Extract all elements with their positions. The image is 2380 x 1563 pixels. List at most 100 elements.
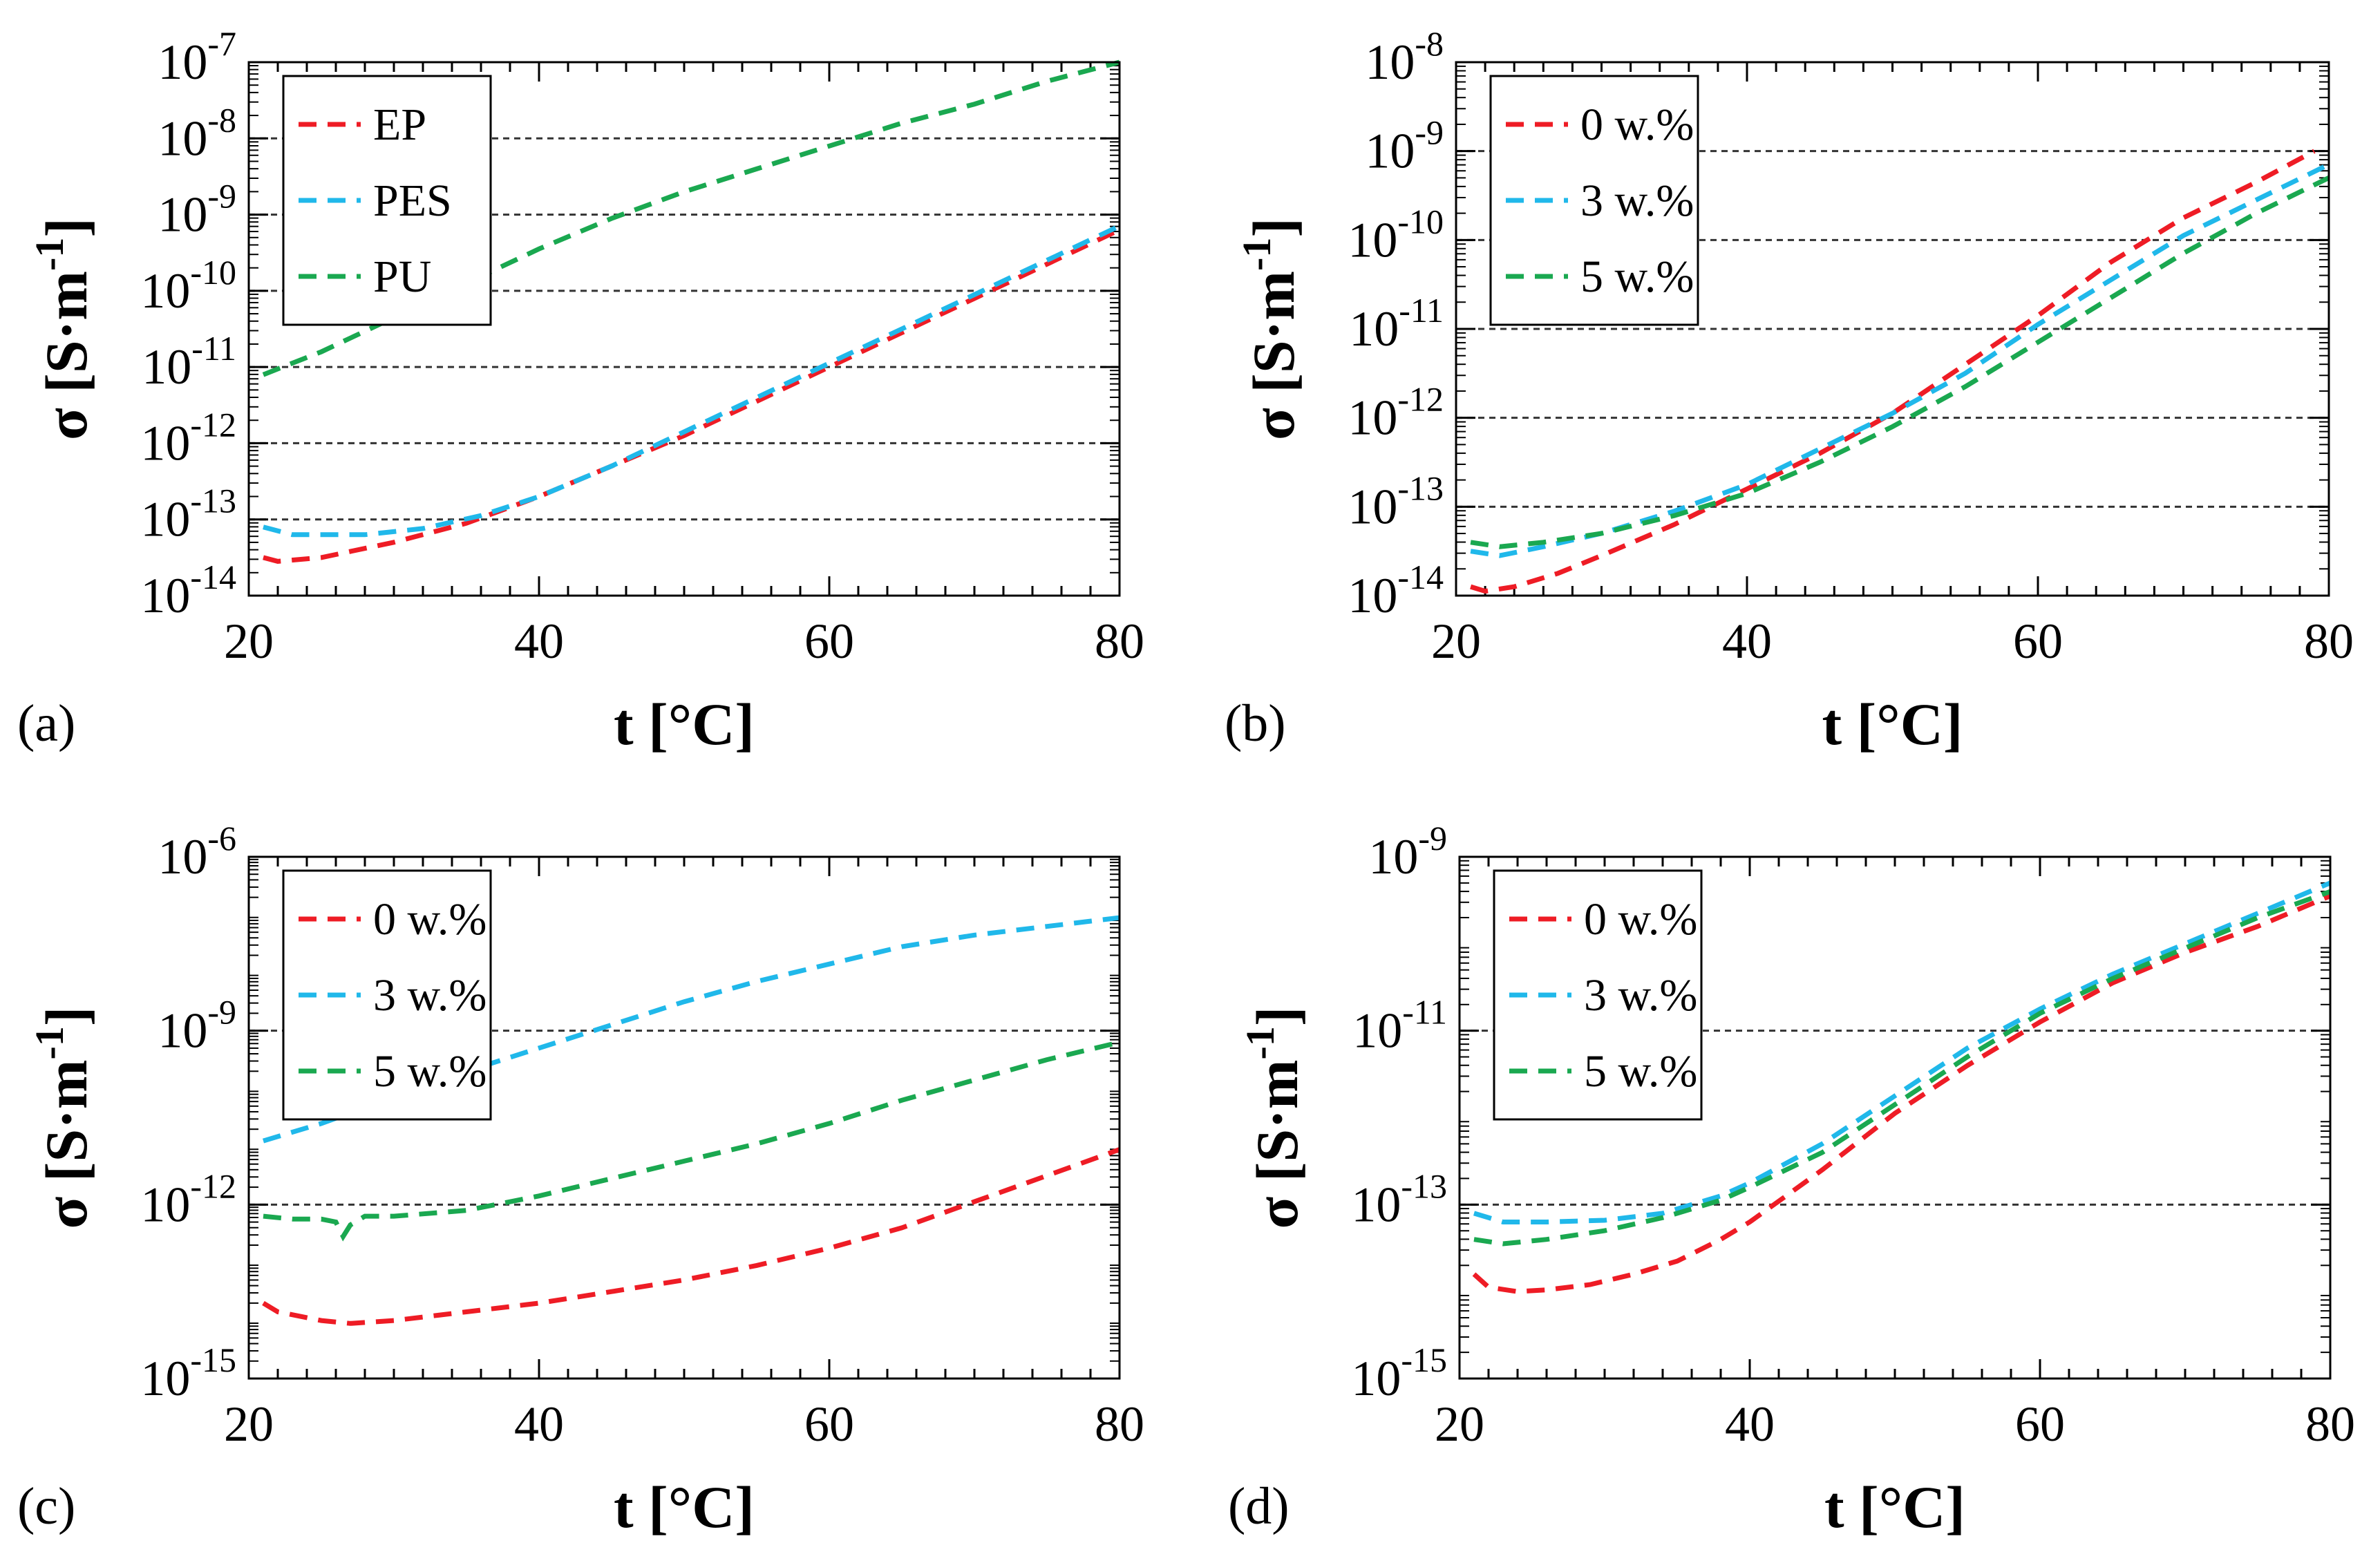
y-tick-label: 10-9	[1365, 113, 1444, 179]
y-tick-label: 10-9	[158, 993, 236, 1059]
y-tick-exponent: -14	[190, 558, 236, 596]
series-line-3w	[1470, 162, 2330, 558]
plot-frame	[247, 61, 1121, 597]
x-tick-label: 80	[2305, 1396, 2355, 1452]
y-tick-exponent: -10	[190, 253, 236, 292]
series-line-0w	[262, 1147, 1121, 1326]
plot-frame	[247, 855, 1121, 1380]
panel-4: 10-15 10-13 10-11 10-9 20 40 60 80 0 w.% 3 w.% 5 w…	[1228, 819, 2355, 1540]
series-line-0w	[1470, 149, 2316, 594]
x-tick-label: 60	[804, 1396, 854, 1452]
y-tick-label: 10-8	[158, 100, 236, 166]
y-tick-exponent: -9	[1418, 819, 1447, 858]
y-tick-label: 10-9	[1368, 819, 1447, 884]
x-tick-label: 20	[1431, 614, 1481, 669]
series-line-ep	[263, 227, 1121, 564]
y-tick-exponent: -12	[190, 1166, 236, 1205]
y-tick-exponent: -12	[190, 405, 236, 444]
y-tick-label: 10-12	[140, 405, 236, 471]
x-axis-title: t [°C]	[614, 1474, 755, 1540]
x-tick-label: 80	[2304, 614, 2354, 669]
panel-label: (a)	[17, 694, 75, 752]
y-tick-exponent: -11	[1402, 993, 1447, 1032]
y-tick-exponent: -11	[191, 329, 236, 368]
x-tick-label: 80	[1095, 614, 1144, 669]
legend-box	[282, 75, 492, 326]
legend-label: 0 w.%	[373, 894, 487, 945]
y-tick-label: 10-10	[1348, 202, 1444, 267]
legend-label: PU	[373, 252, 431, 302]
y-axis-title: σ [S·m-1]	[1234, 218, 1307, 440]
x-tick-label: 20	[224, 614, 274, 669]
panel-3: 10-15 10-12 10-9 10-6 20 40 60 80 0 w.% 3 w.% 5 w.…	[17, 819, 1144, 1540]
y-tick-label: 10-11	[1352, 993, 1447, 1059]
x-tick-label: 60	[804, 614, 854, 669]
y-tick-label: 10-8	[1365, 24, 1444, 90]
legend-label: 3 w.%	[373, 970, 487, 1021]
y-axis-title: σ [S·m-1]	[1238, 1006, 1310, 1229]
y-tick-exponent: -9	[207, 177, 236, 216]
y-axis-exponent: -1	[27, 1026, 72, 1059]
x-tick-label: 20	[1435, 1396, 1484, 1452]
x-tick-label: 40	[1722, 614, 1772, 669]
x-axis-title: t [°C]	[1822, 691, 1963, 757]
y-tick-label: 10-14	[1348, 558, 1444, 623]
panel-2: 10-14 10-13 10-12 10-11 10-10 10-9 10-8 20 40 60 8…	[1225, 24, 2354, 757]
plot-frame	[1455, 61, 2330, 597]
y-tick-exponent: -15	[190, 1341, 236, 1379]
panel-1: 10-14 10-13 10-12 10-11 10-10 10-9 10-8 10-7 20 4…	[17, 24, 1144, 757]
y-tick-label: 10-14	[140, 558, 236, 623]
legend-label: 0 w.%	[1584, 894, 1697, 945]
y-tick-label: 10-11	[142, 329, 236, 395]
y-axis-bracket: ]	[1244, 1006, 1310, 1026]
legend-label: 5 w.%	[1580, 252, 1694, 302]
y-tick-exponent: -14	[1397, 558, 1444, 596]
y-tick-exponent: -8	[1415, 24, 1444, 63]
legend-label: 3 w.%	[1584, 970, 1697, 1021]
y-tick-exponent: -9	[1415, 113, 1444, 152]
series-line-0w	[1472, 893, 2332, 1294]
legend-label: 3 w.%	[1580, 176, 1694, 226]
legend-label: PES	[373, 176, 452, 226]
series-line-pes	[263, 223, 1121, 538]
legend-box	[1489, 75, 1699, 326]
panel-label: (b)	[1225, 694, 1286, 752]
y-tick-exponent: -11	[1399, 291, 1444, 330]
legend-label: EP	[373, 100, 426, 150]
series-line-pu	[262, 59, 1120, 377]
series-line-5w	[1473, 889, 2332, 1247]
y-tick-label: 10-12	[1348, 380, 1444, 446]
y-axis-bracket: ]	[1240, 218, 1307, 238]
x-tick-label: 40	[1725, 1396, 1775, 1452]
y-tick-exponent: -13	[1401, 1166, 1447, 1205]
y-tick-exponent: -15	[1401, 1341, 1447, 1379]
y-tick-exponent: -9	[207, 993, 236, 1032]
y-tick-label: 10-13	[1348, 468, 1444, 534]
y-tick-exponent: -6	[207, 819, 236, 858]
legend-label: 5 w.%	[373, 1046, 487, 1097]
y-tick-label: 10-11	[1349, 291, 1444, 357]
y-axis-exponent: -1	[1234, 238, 1279, 271]
x-tick-label: 60	[2015, 1396, 2065, 1452]
y-tick-exponent: -8	[207, 100, 236, 139]
x-tick-label: 20	[224, 1396, 274, 1452]
legend-label: 5 w.%	[1584, 1046, 1697, 1097]
panel-label: (c)	[17, 1477, 75, 1535]
y-tick-label: 10-15	[140, 1341, 236, 1406]
y-tick-exponent: -13	[1397, 468, 1444, 507]
x-tick-label: 40	[514, 1396, 564, 1452]
y-tick-exponent: -12	[1397, 380, 1444, 419]
y-tick-label: 10-9	[158, 177, 236, 243]
y-tick-label: 10-7	[158, 24, 236, 90]
y-tick-label: 10-10	[140, 253, 236, 319]
y-tick-label: 10-13	[140, 482, 236, 547]
x-axis-title: t [°C]	[1824, 1474, 1965, 1540]
series-line-5w	[263, 1039, 1120, 1242]
plot-frame	[1458, 855, 2332, 1380]
y-tick-label: 10-6	[158, 819, 236, 884]
y-axis-exponent: -1	[1238, 1026, 1283, 1059]
y-axis-exponent: -1	[27, 238, 72, 271]
y-axis-title: σ [S·m-1]	[27, 218, 100, 440]
y-axis-title: σ [S·m-1]	[27, 1006, 100, 1229]
